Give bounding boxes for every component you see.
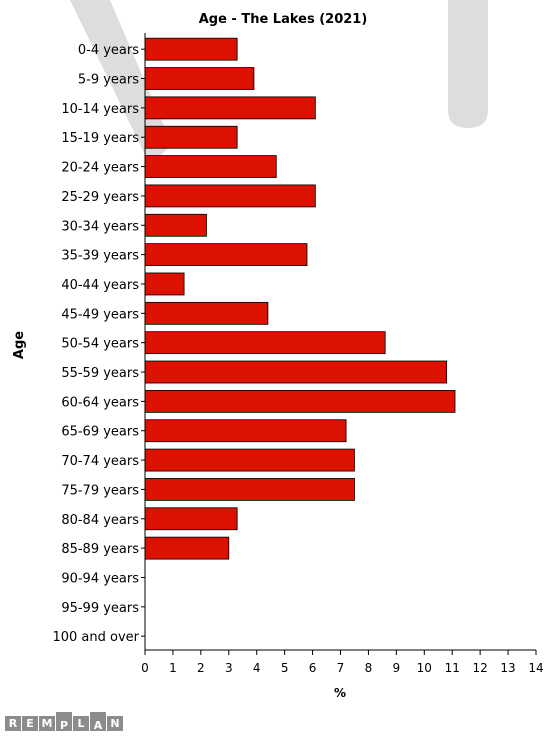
bar-75-79-years [144,478,355,501]
x-tick-label: 0 [141,661,149,675]
watermark [70,0,488,165]
bar-35-39-years [144,243,308,267]
bar-5-9-years [144,67,255,90]
bar-25-29-years [144,184,316,208]
logo-letter: E [22,716,38,731]
y-axis-label: Age [12,331,27,359]
y-tick-label: 10-14 years [61,102,139,117]
y-tick-label: 70-74 years [61,454,139,469]
bar-40-44-years [144,272,185,296]
y-tick-label: 100 and over [52,630,139,645]
x-tick-label: 1 [169,661,177,675]
bar-45-49-years [144,301,269,325]
y-tick-label: 75-79 years [61,483,139,498]
bar-0-4-years [144,37,238,61]
x-tick-label: 8 [365,661,373,675]
y-tick-label: 20-24 years [61,161,139,176]
logo-letter: P [56,712,72,732]
y-tick-label: 50-54 years [61,337,139,352]
x-tick-label: 9 [393,661,401,675]
x-tick-label: 11 [445,661,460,675]
logo-letter: M [39,716,55,731]
bar-chart: Age - The Lakes (2021) Age % 0-4 years 5-… [12,0,544,700]
x-tick-label: 12 [473,661,488,675]
logo-letter: N [107,716,123,731]
logo-letter: L [73,716,89,731]
y-tick-label: 60-64 years [61,395,139,410]
x-tick-label: 7 [337,661,345,675]
x-tick-label: 5 [281,661,289,675]
bar-20-24-years [144,155,277,178]
chart-title: Age - The Lakes (2021) [199,12,368,27]
bar-50-54-years [144,331,386,355]
y-tick-label: 95-99 years [61,601,139,616]
y-tick-label: 80-84 years [61,513,139,528]
x-tick-label: 6 [309,661,317,675]
bar-60-64-years [144,389,456,413]
y-tick-label: 90-94 years [61,571,139,586]
bar-55-59-years [144,360,448,384]
bar-15-19-years [144,125,238,149]
y-tick-label: 0-4 years [78,43,139,58]
bar-80-84-years [144,507,238,531]
bar-10-14-years [144,96,316,120]
y-tick-label: 5-9 years [78,73,139,88]
bar-30-34-years [144,213,207,237]
x-tick-label: 14 [528,661,543,675]
x-tick-label: 3 [225,661,233,675]
x-axis-label: % [334,686,346,700]
y-tick-label: 35-39 years [61,249,139,264]
x-tick-label: 4 [253,661,261,675]
y-tick-label: 25-29 years [61,190,139,205]
y-tick-label: 15-19 years [61,131,139,146]
x-tick-label: 2 [197,661,205,675]
x-tick-label: 10 [417,661,432,675]
y-tick-label: 55-59 years [61,366,139,381]
bar-70-74-years [144,448,355,472]
logo-letter: A [90,712,106,732]
bar-85-89-years [144,536,230,560]
y-tick-label: 40-44 years [61,278,139,293]
y-tick-label: 30-34 years [61,219,139,234]
bar-65-69-years [144,419,347,443]
y-tick-label: 65-69 years [61,425,139,440]
y-tick-label: 85-89 years [61,542,139,557]
y-tick-label: 45-49 years [61,307,139,322]
logo-letter: R [5,716,21,731]
x-tick-label: 13 [500,661,515,675]
